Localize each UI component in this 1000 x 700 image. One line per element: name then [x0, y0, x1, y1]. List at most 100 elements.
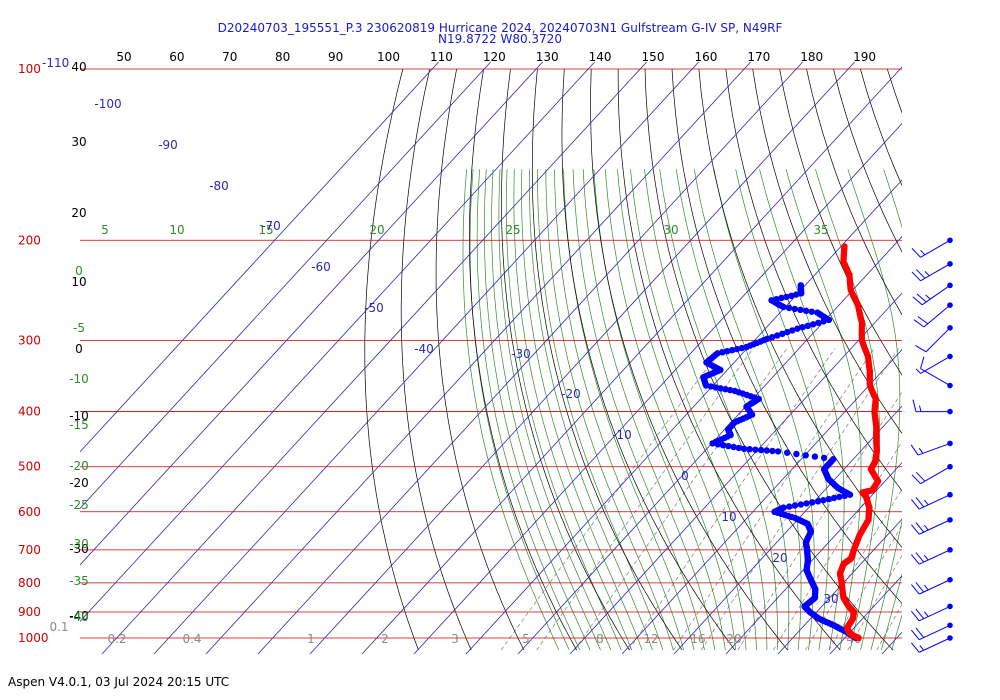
wind-barb-flag [912, 296, 923, 306]
isotherm-label: 20 [772, 551, 787, 565]
dewpoint-point [793, 450, 800, 458]
isotherm-label: -80 [209, 179, 229, 193]
pressure-tick-label: 400 [18, 405, 41, 419]
height-tick-label: 0 [75, 342, 83, 356]
height-tick-label: 20 [71, 206, 86, 220]
wind-barb-flag [911, 248, 921, 258]
dry-adiabat-line [501, 68, 630, 651]
wind-barb-shaft [923, 304, 951, 328]
isotherm-line [934, 62, 1000, 654]
wind-barb-shaft [918, 494, 951, 510]
wind-barb-flag [911, 474, 921, 485]
dewpoint-point [794, 325, 801, 332]
moist-top-label: 25 [505, 223, 520, 237]
moist-adiabat-line [498, 169, 612, 651]
isotherm-line [309, 62, 855, 654]
dry-adiabat-line [531, 68, 683, 651]
dewpoint-point [769, 334, 776, 341]
dewpoint-point [830, 494, 838, 502]
height-tick-label: 10 [71, 275, 86, 289]
dewpoint-point [725, 442, 732, 450]
dry-adiabat-line [752, 68, 902, 434]
dewpoint-point [799, 324, 806, 331]
isotherm-line [101, 62, 647, 654]
chart-subtitle: N19.8722 W80.3720 [438, 32, 562, 46]
wind-barb-half-flag [920, 249, 926, 256]
wind-barb-half-flag [923, 554, 929, 561]
moist-top-label: 15 [258, 223, 273, 237]
dewpoint-point [712, 384, 719, 391]
wind-barb-half-flag [923, 584, 929, 591]
isotherm-line [80, 62, 439, 453]
wind-barb-shaft [920, 239, 951, 258]
dewpoint-point [764, 335, 771, 342]
dewpoint-point [707, 383, 715, 390]
dewpoint-point [728, 347, 736, 354]
dewpoint-point [786, 503, 793, 510]
wind-barb-flag [911, 629, 920, 641]
dewpoint-point [802, 452, 809, 459]
pressure-tick-label: 1000 [18, 631, 49, 645]
moist-adiabat-line [630, 169, 757, 651]
moist-left-label: -35 [69, 574, 89, 588]
dewpoint-point [714, 350, 721, 357]
mixing-ratio-line [673, 348, 875, 651]
moist-left-label: -10 [69, 372, 89, 386]
pressure-tick-label: 900 [18, 605, 41, 619]
wind-barb-shaft [918, 624, 951, 641]
wind-barb-flag [915, 627, 925, 638]
dewpoint-point [797, 282, 804, 289]
moist-adiabat-line [880, 573, 902, 651]
isotherms [80, 62, 1000, 654]
wind-barb-shaft [917, 442, 951, 456]
dewpoint-point [808, 308, 815, 315]
height-tick-label: 30 [71, 135, 86, 149]
wind-barb-half-flag [915, 368, 921, 374]
isotherm-line [257, 62, 803, 654]
pressure-tick-label: 200 [18, 233, 41, 247]
isotherm-line [80, 62, 543, 566]
moist-adiabat-line [582, 169, 716, 651]
wind-barb-half-flag [925, 294, 931, 300]
dewpoint-point [731, 387, 739, 395]
theta-tick-label: 50 [116, 50, 131, 64]
dewpoint-point [814, 498, 822, 505]
wind-barb-flag [910, 444, 919, 456]
dewpoint-point [830, 456, 837, 463]
dewpoint-point [768, 297, 775, 304]
wind-barb-flag [915, 345, 927, 353]
isotherm-line [725, 462, 902, 654]
isotherm-label: -60 [311, 260, 331, 274]
temperature-point [841, 243, 848, 250]
isotherm-line [673, 405, 902, 654]
dewpoint-point [791, 305, 798, 313]
isotherm-line [80, 62, 595, 622]
dry-adiabats [364, 68, 902, 651]
dewpoint-point [735, 444, 742, 452]
dewpoint-point [784, 449, 791, 456]
wind-barb-shaft [920, 355, 951, 374]
moist-adiabat-line [476, 169, 581, 651]
moist-left-label: -20 [69, 459, 89, 473]
isotherm-line [621, 349, 902, 654]
pressure-tick-label: 800 [18, 576, 41, 590]
isotherm-line [569, 292, 902, 654]
dry-adiabat-line [561, 68, 736, 651]
wind-barb-flag [912, 399, 917, 412]
height-tick-label: -20 [69, 476, 89, 490]
theta-tick-label: 60 [169, 50, 184, 64]
pressure-top-suffix-label: -110 [42, 56, 69, 70]
dry-adiabat-line [644, 68, 894, 651]
moist-top-label: 20 [369, 223, 384, 237]
moist-adiabat-line [933, 169, 1000, 650]
wind-barb-shaft [918, 549, 951, 565]
mixing-ratio-label: 0.4 [182, 632, 201, 646]
mixing-ratio-line [908, 349, 1000, 650]
moist-top-label: 35 [813, 223, 828, 237]
dewpoint-point [804, 322, 811, 329]
mixing-ratio-label: 3 [451, 632, 459, 646]
isotherm-line [413, 122, 902, 654]
dewpoint-point [778, 294, 785, 302]
dewpoint-point [809, 499, 816, 506]
